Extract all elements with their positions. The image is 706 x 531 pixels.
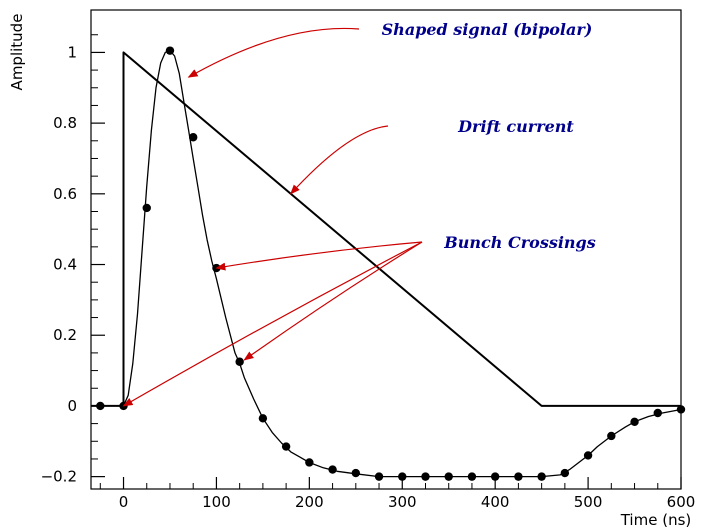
bunch-crossing-marker	[142, 203, 151, 213]
x-tick-label: 500	[574, 493, 603, 511]
annotation-arrow	[243, 241, 423, 361]
bunch-crossing-marker	[490, 472, 500, 481]
bunch-crossing-marker	[96, 401, 105, 411]
annotation-arrow	[187, 27, 360, 78]
annotation-arrow	[290, 125, 389, 195]
x-tick-label: 200	[295, 493, 324, 511]
x-tick-label: 300	[388, 493, 417, 511]
axes: 0 100 200 300 400 500 600 −0.2 0 0.2 0.4 0.6 0.8 1 Tim…	[8, 9, 696, 529]
annotation-label: Drift current	[457, 117, 574, 136]
annotation-arrow	[215, 241, 423, 271]
annotations: Shaped signal (bipolar) Drift current Bunc…	[122, 20, 596, 407]
bunch-crossing-marker	[235, 357, 244, 366]
bunch-crossing-marker	[258, 414, 268, 423]
y-axis-title: Amplitude	[8, 14, 26, 91]
annotation-label: Bunch Crossings	[443, 233, 596, 252]
bunch-crossing-marker	[165, 46, 175, 55]
bunch-crossing-marker	[537, 472, 546, 481]
bunch-crossing-marker	[305, 458, 314, 467]
y-tick-label: 0	[67, 397, 77, 415]
y-tick-label: 1	[67, 43, 77, 61]
bunch-crossing-marker	[560, 468, 570, 478]
x-tick-label: 600	[667, 493, 696, 511]
annotation-label: Shaped signal (bipolar)	[382, 20, 593, 39]
bunch-crossing-marker	[374, 472, 384, 481]
x-tick-label: 400	[481, 493, 510, 511]
annotation-arrow	[122, 241, 423, 407]
y-tick-label: 0.8	[53, 114, 77, 132]
y-tick-label: 0.4	[53, 256, 77, 274]
bunch-crossing-marker	[444, 472, 453, 481]
x-tick-label: 100	[202, 493, 231, 511]
bunch-crossing-marker	[398, 472, 407, 481]
bunch-crossing-marker	[607, 431, 616, 441]
bunch-crossing-marker	[421, 472, 430, 481]
bunch-crossing-marker	[676, 405, 686, 414]
bunch-crossing-marker	[653, 408, 662, 418]
bunch-crossing-marker	[583, 451, 593, 460]
bunch-crossing-marker	[189, 133, 198, 142]
drift-current-line	[91, 51, 681, 407]
bunch-crossing-marker	[281, 442, 291, 451]
y-tick-label: −0.2	[41, 468, 77, 486]
bunch-crossing-marker	[351, 468, 361, 478]
bunch-crossing-marker	[467, 472, 477, 481]
bunch-crossing-marker	[328, 465, 337, 474]
shaped-signal-curve	[91, 50, 682, 478]
bunch-crossing-marker	[630, 417, 639, 427]
plot-area	[91, 46, 686, 481]
y-tick-label: 0.6	[53, 185, 77, 203]
x-tick-label: 0	[119, 493, 129, 511]
bunch-crossing-marker	[514, 472, 523, 481]
y-tick-label: 0.2	[53, 326, 77, 344]
x-axis-title: Time (ns)	[620, 511, 692, 529]
plot-frame	[90, 9, 682, 490]
